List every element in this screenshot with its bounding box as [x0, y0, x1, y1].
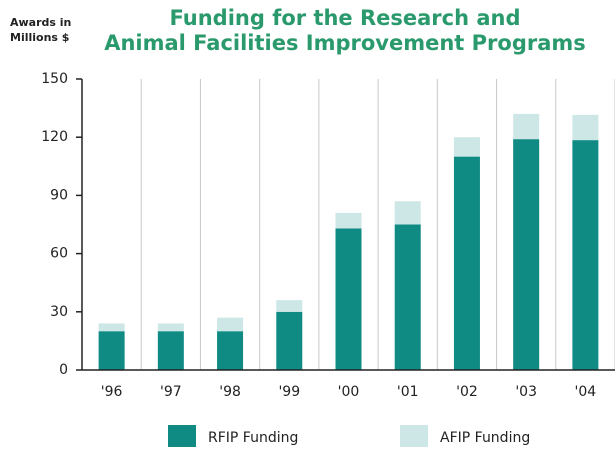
y-tick-label: 150: [41, 71, 68, 87]
bar-segment: [335, 228, 362, 370]
x-tick-label: '99: [278, 384, 300, 400]
x-tick-label: '96: [101, 384, 123, 400]
bar-segment: [217, 317, 244, 332]
bar-segment: [572, 140, 599, 370]
bar-segment: [453, 156, 480, 370]
bar-segment: [276, 311, 303, 370]
x-tick-label: '97: [160, 384, 182, 400]
bar-segment: [513, 113, 540, 140]
y-tick-label: 0: [59, 362, 68, 378]
bar-segment: [157, 331, 184, 370]
bar-segment: [513, 139, 540, 370]
legend-label: RFIP Funding: [208, 430, 298, 446]
bar-segment: [98, 331, 125, 370]
bar-segment: [98, 323, 125, 332]
bar-segment: [217, 331, 244, 370]
legend-swatch: [400, 425, 428, 447]
x-tick-label: '01: [397, 384, 419, 400]
y-tick-label: 90: [50, 187, 68, 203]
y-axis-label: Millions $: [10, 31, 69, 44]
x-tick-label: '00: [338, 384, 360, 400]
bar-segment: [276, 300, 303, 312]
x-tick-label: '02: [456, 384, 478, 400]
legend-swatch: [168, 425, 196, 447]
chart-title: Funding for the Research and: [169, 6, 520, 30]
y-tick-label: 60: [50, 246, 68, 262]
bar-segment: [157, 323, 184, 332]
x-tick-label: '98: [219, 384, 241, 400]
y-tick-label: 30: [50, 304, 68, 320]
bar-segment: [335, 212, 362, 229]
y-axis-label: Awards in: [10, 16, 71, 29]
bar-segment: [572, 114, 599, 141]
bar-segment: [394, 224, 421, 370]
x-tick-label: '03: [515, 384, 537, 400]
y-tick-label: 120: [41, 129, 68, 145]
bar-segment: [394, 201, 421, 225]
x-tick-label: '04: [575, 384, 597, 400]
legend-label: AFIP Funding: [440, 430, 530, 446]
chart-title: Animal Facilities Improvement Programs: [104, 31, 586, 55]
bar-segment: [453, 137, 480, 157]
